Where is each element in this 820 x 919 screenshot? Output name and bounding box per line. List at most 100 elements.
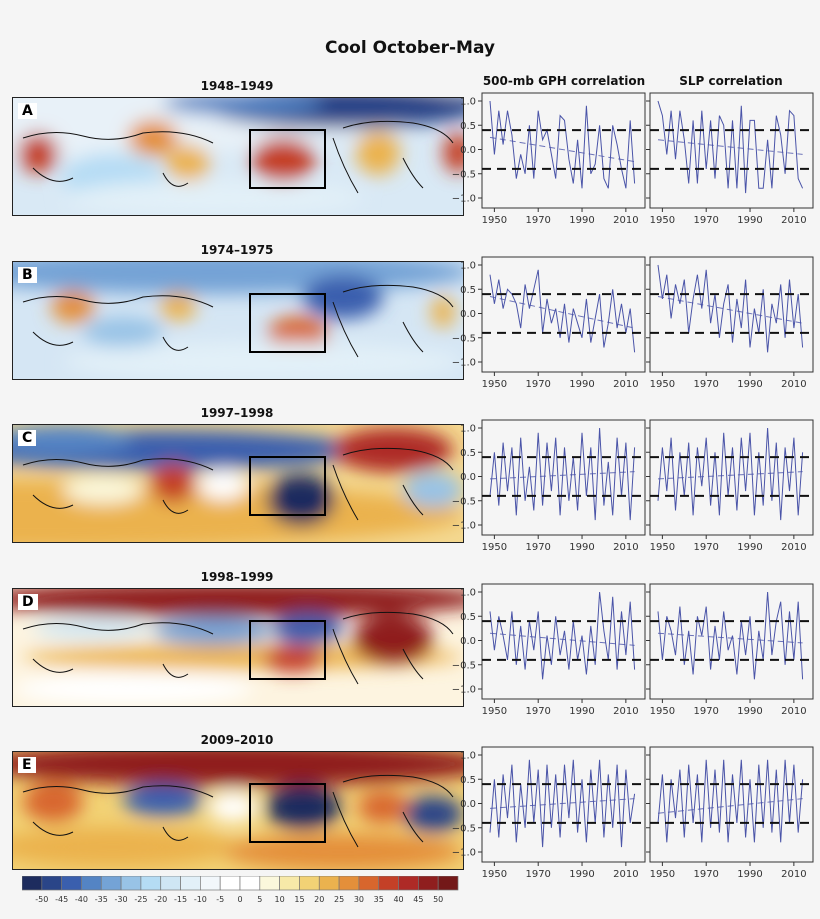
correlation-series [657, 759, 804, 843]
anomaly-blob [151, 463, 195, 503]
colorbar-label: 25 [334, 895, 344, 904]
coastline [22, 447, 454, 521]
colorbar-label: 5 [257, 895, 262, 904]
plot-area: 1.0 0.5 0.0 −0.5 −1.0 1950 1970 1990 2010 [452, 583, 646, 717]
coastline [22, 284, 454, 358]
plot-area: 1950 1970 1990 2010 [646, 256, 814, 390]
x-tick-label: 1990 [737, 869, 762, 880]
anomaly-blob [63, 342, 463, 382]
x-tick-label: 2010 [613, 379, 638, 390]
colorbar-label: 35 [374, 895, 384, 904]
region-box [249, 293, 326, 353]
x-tick-label: 1970 [525, 215, 550, 226]
panel-row-a: 1948–1949 A 1.0 0.5 0.0 −0.5 −1.0 1950 1970 1990 2… [0, 38, 820, 253]
colorbar-swatch [358, 876, 380, 891]
x-tick-label: 2010 [613, 215, 638, 226]
anomaly-blob [403, 472, 463, 508]
correlation-series [657, 100, 804, 194]
y-tick-label: −0.5 [452, 333, 476, 344]
colorbar-swatch [318, 876, 340, 891]
x-tick-label: 1970 [693, 215, 718, 226]
colorbar-swatch [180, 876, 201, 891]
slp-column-header: SLP correlation [679, 74, 783, 88]
x-tick-label: 2010 [781, 379, 806, 390]
anomaly-blob [353, 614, 433, 664]
panel-letter: C [18, 430, 37, 446]
colorbar-label: 50 [433, 895, 443, 904]
x-tick-label: 1990 [569, 379, 594, 390]
colorbar-swatch [219, 876, 241, 891]
panel-letter: B [18, 267, 37, 283]
x-tick-label: 1990 [737, 706, 762, 717]
map-svg [0, 250, 473, 382]
x-tick-label: 1970 [525, 869, 550, 880]
region-box [249, 620, 326, 680]
anomaly-blob [63, 476, 143, 504]
y-tick-label: 0.5 [460, 775, 476, 786]
colorbar-label: 40 [393, 895, 403, 904]
slp-correlation-plot: 1950 1970 1990 2010 [646, 746, 814, 880]
colorbar-label: 10 [275, 895, 285, 904]
colorbar-swatch [120, 876, 142, 891]
x-tick-label: 1950 [650, 706, 675, 717]
colorbar-swatch [239, 876, 261, 891]
y-tick-label: −1.0 [452, 521, 476, 532]
colorbar-swatch [22, 876, 43, 891]
anomaly-blob [265, 785, 341, 829]
x-tick-label: 1970 [693, 542, 718, 553]
x-tick-label: 2010 [613, 869, 638, 880]
y-tick-label: −0.5 [452, 660, 476, 671]
trend-line [489, 296, 635, 329]
panel-letter: E [18, 757, 36, 773]
colorbar-label: 30 [354, 895, 364, 904]
colorbar-label: 45 [413, 895, 423, 904]
anomaly-blob [0, 581, 493, 617]
anomaly-blob [208, 792, 258, 822]
colorbar-swatch [437, 876, 459, 891]
plot-area: 1950 1970 1990 2010 [646, 746, 814, 880]
slp-correlation-plot: 1950 1970 1990 2010 [646, 92, 814, 226]
colorbar-label: 20 [314, 895, 324, 904]
x-tick-label: 1990 [569, 706, 594, 717]
colorbar-label: -50 [35, 895, 48, 904]
anomaly-blob [403, 796, 463, 832]
colorbar-swatch [81, 876, 102, 891]
anomaly-field [0, 742, 498, 870]
gph-correlation-plot: 1.0 0.5 0.0 −0.5 −1.0 1950 1970 1990 2010 [452, 92, 646, 226]
colorbar-swatch [200, 876, 221, 891]
colorbar-swatch [398, 876, 419, 891]
correlation-series [489, 759, 636, 848]
anomaly-blob [23, 645, 463, 669]
x-tick-label: 1990 [737, 379, 762, 390]
plot-area: 1.0 0.5 0.0 −0.5 −1.0 1950 1970 1990 2010 [452, 92, 646, 226]
gph-correlation-plot: 1.0 0.5 0.0 −0.5 −1.0 1950 1970 1990 2010 [452, 583, 646, 717]
x-tick-label: 1970 [693, 706, 718, 717]
x-tick-label: 1950 [482, 379, 507, 390]
anomaly-blob [358, 791, 408, 823]
y-tick-label: 1.0 [460, 97, 476, 108]
y-tick-label: −1.0 [452, 848, 476, 859]
x-tick-label: 1990 [569, 869, 594, 880]
anomaly-blob [356, 131, 400, 175]
map-svg [0, 425, 463, 550]
anomaly-field [0, 425, 463, 550]
anomaly-blob [51, 291, 95, 323]
x-tick-label: 2010 [781, 706, 806, 717]
colorbar: -50 -45 -40 -35 -30 -25 -20 -15 -10 -5 0 5 10 15 20 25 3… [22, 876, 459, 904]
x-tick-label: 1970 [525, 542, 550, 553]
panel-row-e: 2009–2010 E 1.0 0.5 0.0 −0.5 −1.0 1950 1970 1990 2… [0, 733, 820, 907]
map-svg [0, 742, 498, 870]
anomaly-map: B [0, 250, 473, 382]
anomaly-blob [223, 834, 463, 870]
anomaly-blob [0, 742, 498, 786]
anomaly-blob [160, 293, 196, 321]
anomaly-map: E [0, 742, 498, 870]
y-tick-label: 1.0 [460, 751, 476, 762]
colorbar-swatch [378, 876, 399, 891]
x-tick-label: 1950 [482, 869, 507, 880]
panel-year-title: 1974–1975 [200, 243, 274, 257]
correlation-series [657, 591, 804, 680]
anomaly-blob [303, 275, 383, 319]
slp-correlation-plot: 1950 1970 1990 2010 [646, 583, 814, 717]
